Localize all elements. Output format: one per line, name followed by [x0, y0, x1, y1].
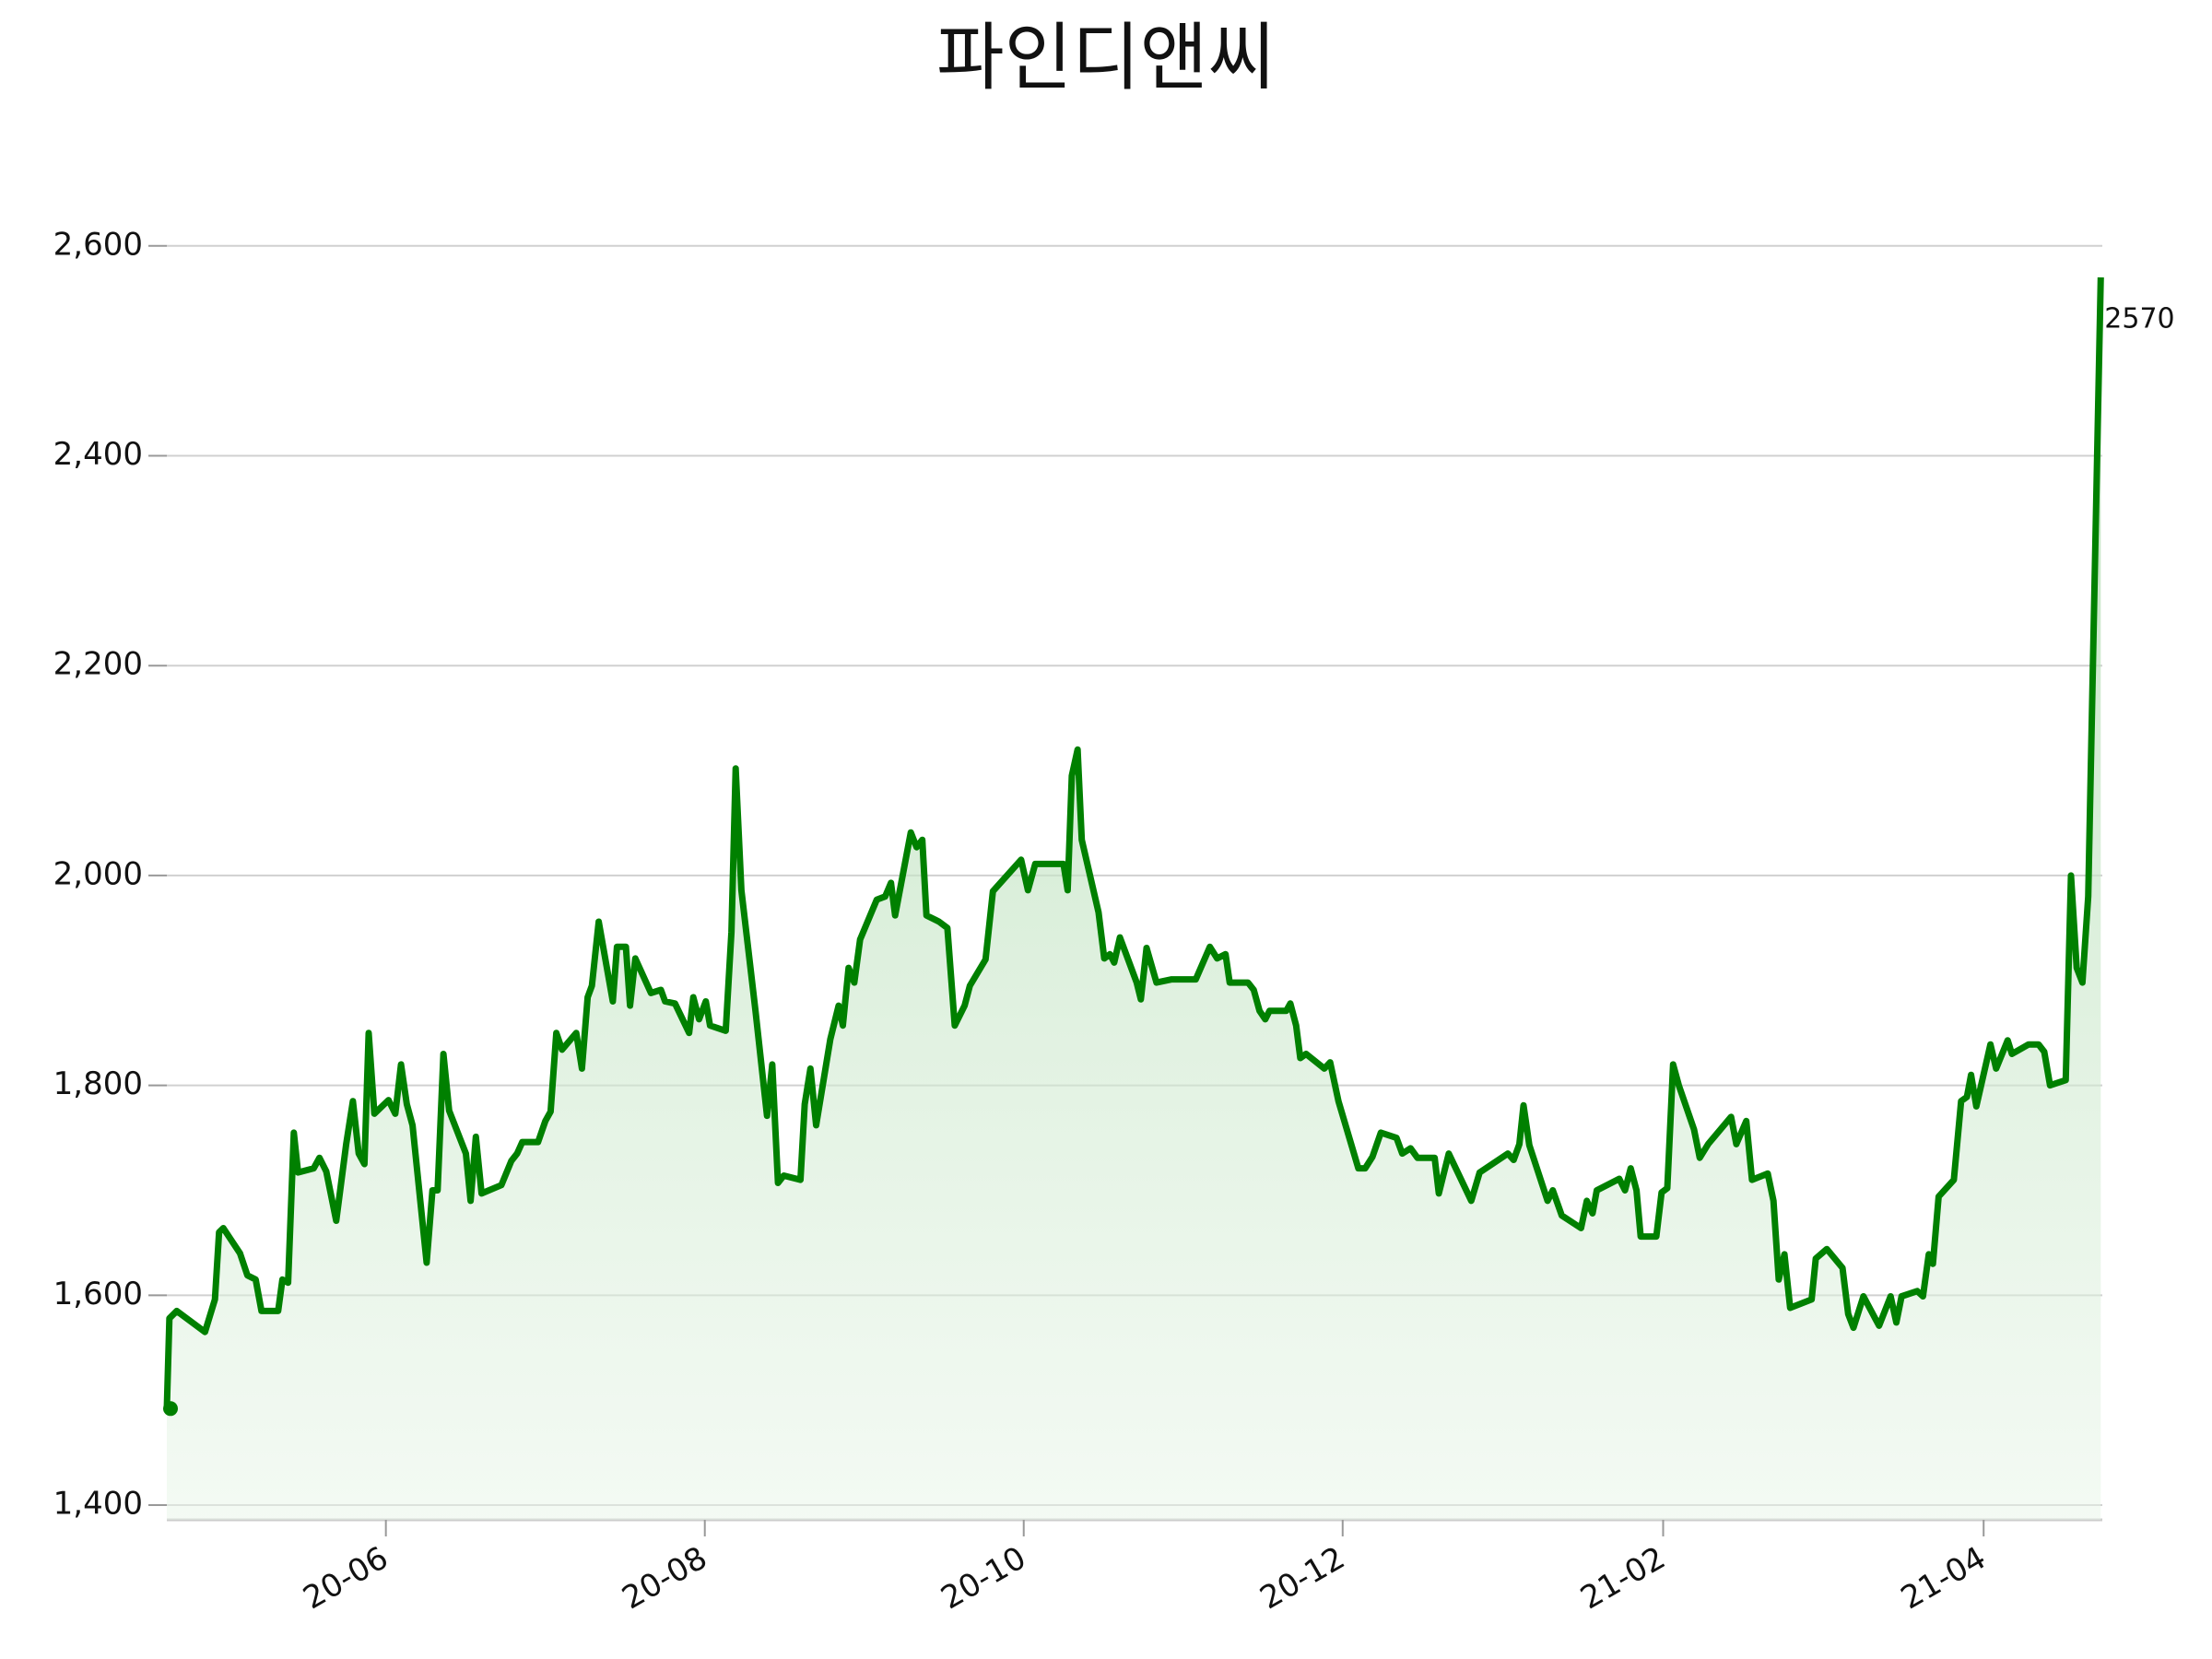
start-point — [163, 1401, 178, 1417]
area — [167, 276, 2101, 1520]
x-tick-label: 21-02 — [1574, 1539, 1672, 1617]
x-tick-label: 20-10 — [935, 1539, 1032, 1617]
value-label: 2570 — [2104, 302, 2174, 335]
x-tick-label: 20-06 — [297, 1539, 394, 1617]
y-tick-label: 1,800 — [53, 1065, 143, 1102]
x-tick-label: 20-08 — [616, 1539, 713, 1617]
y-tick-label: 2,400 — [53, 436, 143, 473]
y-tick-label: 2,600 — [53, 226, 143, 263]
y-tick-label: 1,600 — [53, 1276, 143, 1312]
y-tick-label: 2,200 — [53, 646, 143, 683]
line — [163, 276, 2104, 1409]
x-tick-label: 20-12 — [1253, 1539, 1351, 1617]
y-tick-label: 1,400 — [53, 1486, 143, 1523]
y-tick-label: 2,000 — [53, 855, 143, 892]
x-tick-label: 21-04 — [1895, 1539, 1993, 1617]
chart-title: 파인디앤씨 — [936, 15, 1276, 100]
